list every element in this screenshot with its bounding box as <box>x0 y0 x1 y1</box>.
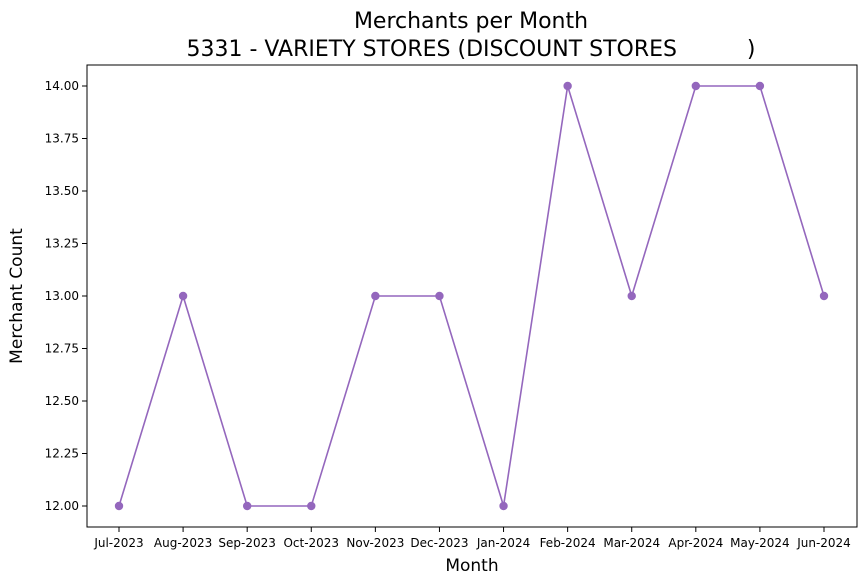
chart-subtitle: 5331 - VARIETY STORES (DISCOUNT STORES ) <box>186 37 755 62</box>
x-tick-label: Nov-2023 <box>346 536 404 550</box>
x-tick-label: Mar-2024 <box>603 536 660 550</box>
data-point <box>371 291 380 301</box>
data-point <box>755 81 765 91</box>
x-tick-label: Jan-2024 <box>476 536 530 550</box>
series-line <box>118 85 825 507</box>
y-tick-label: 12.00 <box>45 499 79 513</box>
y-tick-label: 13.75 <box>45 132 79 146</box>
data-point <box>178 291 188 301</box>
data-point <box>242 501 252 511</box>
y-axis-label: Merchant Count <box>7 228 27 364</box>
x-tick-label: Dec-2023 <box>410 536 468 550</box>
data-point <box>435 291 444 301</box>
x-axis-label: Month <box>445 556 498 576</box>
x-tick-label: Apr-2024 <box>668 536 723 550</box>
plot-area <box>86 64 858 528</box>
x-tick-label: Jun-2024 <box>796 536 851 550</box>
data-point <box>819 291 829 301</box>
data-point <box>114 501 124 511</box>
series-layer <box>114 81 829 511</box>
y-tick-label: 14.00 <box>45 79 79 93</box>
y-tick-label: 12.25 <box>45 447 79 461</box>
x-axis: Jul-2023 Aug-2023 Sep-2023 Oct-2023 Nov-2023… <box>93 527 851 550</box>
y-tick-label: 13.25 <box>45 237 79 251</box>
y-tick-label: 13.50 <box>45 184 79 198</box>
y-tick-label: 12.50 <box>45 394 79 408</box>
data-point <box>691 81 701 91</box>
y-tick-label: 13.00 <box>45 289 79 303</box>
data-point <box>307 501 316 511</box>
data-point <box>499 501 508 511</box>
y-tick-label: 12.75 <box>45 342 79 356</box>
x-tick-label: Feb-2024 <box>540 536 596 550</box>
chart-title: Merchants per Month <box>354 9 588 34</box>
x-tick-label: Jul-2023 <box>93 536 143 550</box>
x-tick-label: Aug-2023 <box>154 536 212 550</box>
y-axis: 12.00 12.25 12.50 12.75 13.00 13.25 13.50 13.75… <box>45 79 87 513</box>
x-tick-label: May-2024 <box>730 536 789 550</box>
x-tick-label: Oct-2023 <box>283 536 339 550</box>
x-tick-label: Sep-2023 <box>218 536 276 550</box>
data-point <box>563 81 572 91</box>
data-point <box>627 291 636 301</box>
